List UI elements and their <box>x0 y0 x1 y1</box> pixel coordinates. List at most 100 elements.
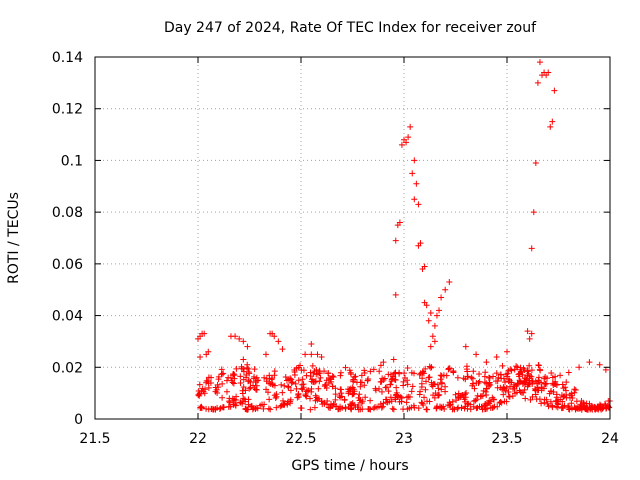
data-point <box>557 372 564 379</box>
data-point <box>337 372 344 379</box>
data-point <box>515 371 522 378</box>
data-point <box>547 123 554 130</box>
x-tick-label: 22 <box>189 431 207 447</box>
data-point <box>463 366 470 373</box>
data-point <box>341 397 348 404</box>
data-point <box>292 380 299 387</box>
data-point <box>504 370 511 377</box>
data-point <box>401 370 408 377</box>
data-point <box>270 382 276 389</box>
data-point <box>536 396 543 403</box>
data-point <box>532 160 539 167</box>
data-point <box>483 391 490 398</box>
data-point <box>280 397 287 404</box>
data-point <box>240 356 247 363</box>
data-point <box>260 405 267 412</box>
data-point <box>417 388 424 395</box>
data-point <box>380 400 387 407</box>
data-point <box>349 391 356 398</box>
data-point <box>404 381 411 388</box>
data-point <box>530 209 537 216</box>
data-point <box>225 403 232 410</box>
data-point <box>528 373 535 380</box>
data-point <box>370 405 377 412</box>
data-point <box>307 395 314 402</box>
data-point <box>492 378 499 385</box>
data-point <box>315 395 322 402</box>
data-point <box>308 341 315 348</box>
data-point <box>249 406 256 413</box>
data-point <box>262 351 269 358</box>
data-point <box>365 406 372 413</box>
data-point <box>440 372 447 379</box>
data-point <box>246 385 253 392</box>
data-point <box>378 378 385 385</box>
data-point <box>317 374 324 381</box>
data-point <box>469 375 476 382</box>
data-point <box>205 348 212 355</box>
data-point <box>474 404 481 411</box>
data-point <box>248 403 255 410</box>
data-point <box>528 330 535 337</box>
x-tick-label: 23 <box>395 431 413 447</box>
data-point <box>271 333 278 340</box>
data-point <box>266 379 273 386</box>
data-point <box>480 387 487 394</box>
data-point <box>240 376 247 383</box>
y-tick-label: 0.14 <box>52 50 83 66</box>
data-point <box>308 388 315 395</box>
data-point <box>598 406 605 413</box>
data-point <box>330 373 337 380</box>
data-point <box>404 364 411 371</box>
data-point <box>388 378 395 385</box>
y-tick-label: 0.06 <box>52 257 83 273</box>
data-point <box>337 369 344 376</box>
data-point <box>251 366 258 373</box>
data-point <box>212 388 219 395</box>
data-point <box>361 367 368 374</box>
data-point <box>282 374 289 381</box>
data-point <box>527 373 534 380</box>
y-tick-label: 0.02 <box>52 360 83 376</box>
data-point <box>408 369 415 376</box>
data-point <box>431 394 438 401</box>
data-point <box>337 386 344 393</box>
data-point <box>253 386 260 393</box>
data-point <box>535 362 542 369</box>
chart-title: Day 247 of 2024, Rate Of TEC Index for r… <box>164 20 537 36</box>
data-point <box>403 139 410 146</box>
data-point <box>470 368 477 375</box>
data-point <box>423 302 430 309</box>
y-tick-label: 0.08 <box>52 205 83 221</box>
data-point <box>409 170 416 177</box>
data-point <box>370 366 377 373</box>
data-point <box>496 400 503 407</box>
data-point <box>400 382 407 389</box>
data-point <box>263 375 270 382</box>
y-tick-label: 0 <box>74 412 83 428</box>
data-point <box>196 381 203 388</box>
data-point <box>312 392 319 399</box>
data-point <box>446 402 453 409</box>
data-point <box>284 383 291 390</box>
data-point <box>314 351 321 358</box>
data-point <box>422 386 429 393</box>
data-point <box>449 398 456 405</box>
data-point <box>429 333 436 340</box>
data-point <box>548 388 555 395</box>
data-point <box>419 400 426 407</box>
data-point <box>382 396 389 403</box>
data-point <box>389 405 396 412</box>
data-point <box>396 398 403 405</box>
data-point <box>321 368 328 375</box>
data-point <box>516 370 523 377</box>
data-point <box>357 396 364 403</box>
y-tick-label: 0.04 <box>52 309 83 325</box>
data-point <box>391 376 398 383</box>
data-point <box>215 373 222 380</box>
data-point <box>563 379 570 386</box>
data-point <box>310 370 317 377</box>
data-point <box>378 404 385 411</box>
data-point <box>521 386 528 393</box>
data-point <box>452 391 459 398</box>
